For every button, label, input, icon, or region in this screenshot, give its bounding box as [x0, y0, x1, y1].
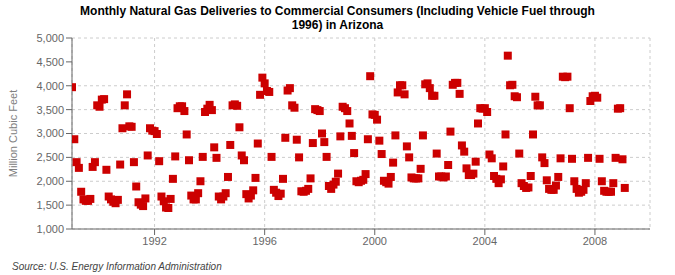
svg-text:2004: 2004	[473, 235, 497, 247]
svg-text:3,500: 3,500	[36, 104, 64, 116]
html-text:Source: U.S. Energy Informatio: Source: U.S. Energy Information Administ…	[12, 261, 222, 272]
html-text:1996) in Arizona: 1996) in Arizona	[291, 18, 384, 32]
svg-text:1992: 1992	[142, 235, 166, 247]
svg-text:5,000: 5,000	[36, 32, 64, 44]
svg-text:1,000: 1,000	[36, 223, 64, 235]
svg-text:4,000: 4,000	[36, 80, 64, 92]
svg-text:2008: 2008	[583, 235, 607, 247]
svg-text:2000: 2000	[363, 235, 387, 247]
svg-text:Million Cubic Feet: Million Cubic Feet	[8, 90, 19, 177]
svg-text:1996: 1996	[252, 235, 276, 247]
svg-text:4,500: 4,500	[36, 56, 64, 68]
svg-text:2,500: 2,500	[36, 151, 64, 163]
svg-text:1,500: 1,500	[36, 199, 64, 211]
html-text:Monthly Natural Gas Deliveries: Monthly Natural Gas Deliveries to Commer…	[80, 4, 595, 18]
svg-text:3,000: 3,000	[36, 127, 64, 139]
svg-text:2,000: 2,000	[36, 175, 64, 187]
